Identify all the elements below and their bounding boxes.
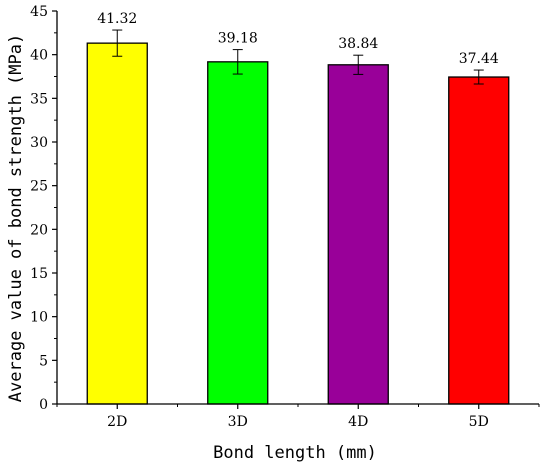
data-label-4D: 38.84 <box>338 36 378 52</box>
y-axis-title: Average value of bond strength (MPa) <box>6 34 26 402</box>
y-tick-label: 20 <box>30 222 48 238</box>
y-tick-label: 30 <box>30 135 48 151</box>
y-tick-label: 0 <box>39 397 48 413</box>
bar-3D <box>207 61 269 405</box>
data-labels-layer: 41.32 39.18 38.84 37.44 <box>97 11 499 67</box>
error-bars-layer <box>112 29 484 85</box>
y-tick-label: 5 <box>39 353 48 369</box>
y-tick-label: 45 <box>30 4 48 20</box>
bar-2D <box>86 42 148 405</box>
y-tick-label: 40 <box>30 48 48 64</box>
data-label-5D: 37.44 <box>459 51 499 67</box>
x-tick-label-5D: 5D <box>469 414 489 430</box>
x-tick-label-4D: 4D <box>348 414 368 430</box>
y-tick-label: 10 <box>30 310 48 326</box>
y-tick-label: 15 <box>30 266 48 282</box>
y-tick-label: 35 <box>30 91 48 107</box>
bar-5D <box>448 76 510 405</box>
x-axis-title: Bond length (mm) <box>213 443 377 463</box>
data-label-2D: 41.32 <box>97 11 137 27</box>
bars-layer <box>86 42 510 405</box>
y-tick-label: 25 <box>30 179 48 195</box>
data-label-3D: 39.18 <box>218 31 258 47</box>
x-tick-label-3D: 3D <box>228 414 248 430</box>
x-tick-label-2D: 2D <box>107 414 127 430</box>
bar-4D <box>327 64 389 405</box>
axes-layer: 2D 3D 4D 5D 0 5 10 15 20 25 30 35 40 45 <box>30 4 540 430</box>
